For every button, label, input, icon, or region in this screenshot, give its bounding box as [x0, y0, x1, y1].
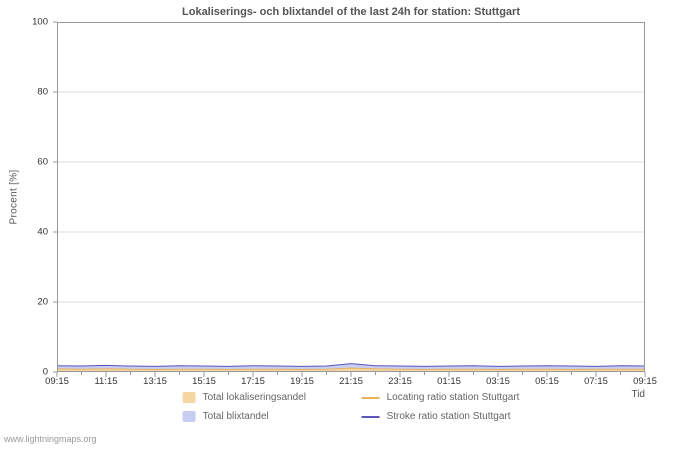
legend-line-swatch	[361, 415, 380, 418]
plot-area	[53, 21, 646, 377]
y-tick-label: 100	[32, 16, 48, 28]
legend-label: Locating ratio station Stuttgart	[386, 392, 520, 403]
watermark: www.lightningmaps.org	[4, 434, 97, 444]
x-tick-label: 15:15	[192, 376, 216, 387]
x-tick-label: 13:15	[143, 376, 167, 387]
y-tick-label: 80	[37, 86, 48, 98]
x-tick-label: 05:15	[535, 376, 559, 387]
x-tick-label: 01:15	[437, 376, 461, 387]
legend: Total lokaliseringsandel Total blixtandel…	[182, 392, 520, 422]
x-tick-label: 11:15	[94, 376, 118, 387]
legend-line-swatch	[361, 396, 380, 399]
legend-label: Total lokaliseringsandel	[202, 392, 306, 403]
y-tick-label: 60	[37, 156, 48, 168]
x-tick-label: 09:15	[633, 376, 657, 387]
x-tick-label: 03:15	[486, 376, 510, 387]
y-tick-label: 0	[42, 366, 48, 378]
legend-item: Locating ratio station Stuttgart	[361, 392, 520, 403]
y-tick-label: 20	[37, 296, 48, 308]
x-tick-label: 21:15	[339, 376, 363, 387]
x-tick-label: 07:15	[584, 376, 608, 387]
legend-item: Total blixtandel	[182, 411, 328, 422]
legend-label: Total blixtandel	[202, 411, 269, 422]
legend-item: Stroke ratio station Stuttgart	[361, 411, 520, 422]
chart-title: Lokaliserings- och blixtandel of the las…	[182, 6, 520, 18]
y-axis-label: Procent [%]	[8, 169, 20, 225]
x-tick-label: 09:15	[45, 376, 69, 387]
x-tick-label: 17:15	[241, 376, 265, 387]
x-axis-label: Tid	[631, 389, 645, 400]
x-tick-label: 19:15	[290, 376, 314, 387]
y-tick-label: 40	[37, 226, 48, 238]
legend-item: Total lokaliseringsandel	[182, 392, 328, 403]
legend-area-swatch	[182, 392, 196, 403]
legend-area-swatch	[182, 411, 196, 422]
legend-label: Stroke ratio station Stuttgart	[386, 411, 511, 422]
x-tick-label: 23:15	[388, 376, 412, 387]
